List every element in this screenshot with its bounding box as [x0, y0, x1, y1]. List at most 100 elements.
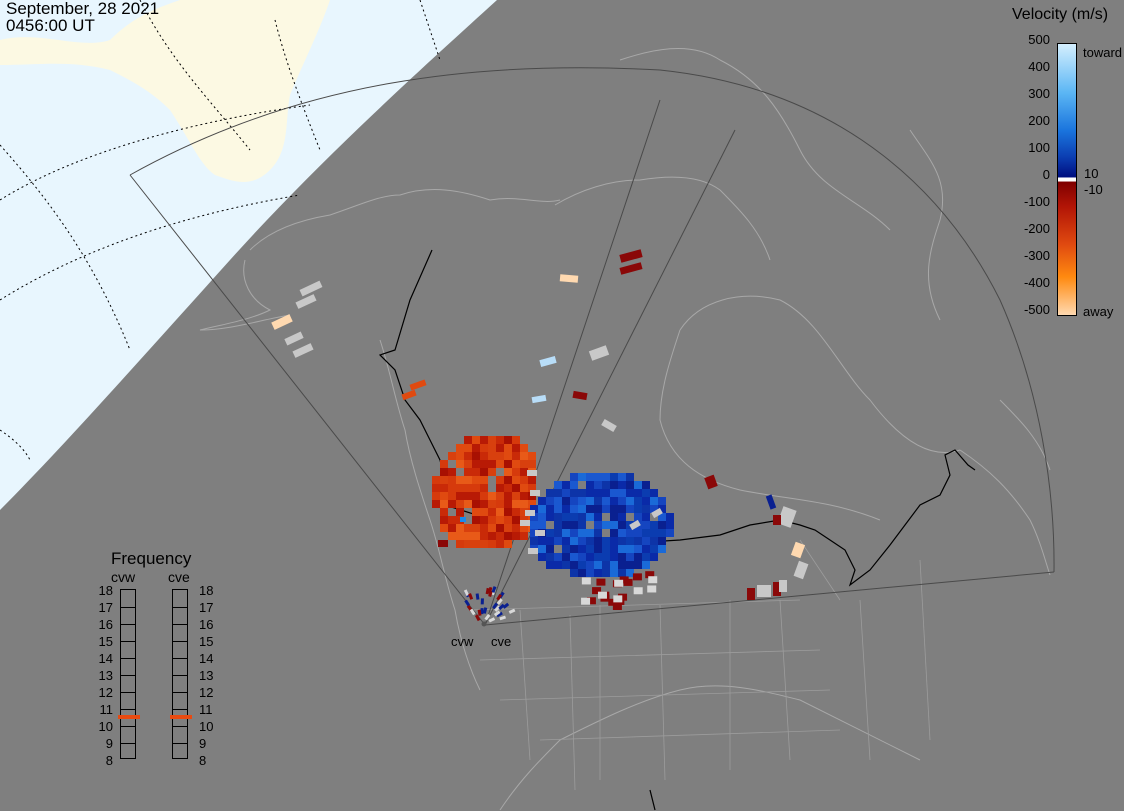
scatter-cell: [570, 553, 578, 561]
frequency-gridline: [121, 709, 135, 710]
scatter-cell: [626, 553, 634, 561]
scatter-cell: [530, 529, 538, 537]
scatter-cell: [508, 608, 516, 614]
scatter-cell: [618, 545, 626, 553]
scatter-cell: [594, 505, 602, 513]
scatter-cell: [488, 468, 496, 476]
scatter-cell: [602, 561, 610, 569]
scatter-cell: [642, 481, 650, 489]
scatter-cell: [602, 545, 610, 553]
scatter-cell: [650, 505, 658, 513]
scatter-cell: [512, 516, 520, 524]
scatter-cell: [496, 476, 504, 484]
scatter-cell: [448, 492, 456, 500]
scatter-cell: [480, 540, 488, 548]
scatter-cell: [586, 497, 594, 505]
scatter-cell: [480, 516, 488, 524]
scatter-cell: [610, 473, 618, 481]
scatter-cell: [520, 492, 528, 500]
scatter-cell: [572, 390, 588, 401]
scatter-cell: [488, 524, 496, 532]
scatter-cell: [658, 529, 666, 537]
scatter-cell: [578, 545, 586, 553]
scatter-cell: [602, 497, 610, 505]
scatter-cell: [538, 521, 546, 529]
scatter-cell: [554, 497, 562, 505]
scatter-cell: [610, 529, 618, 537]
scatter-cell: [757, 585, 771, 597]
scatter-cell: [538, 545, 546, 553]
scatter-cell: [528, 484, 536, 492]
scatter-cell: [464, 532, 472, 540]
scatter-cell: [546, 513, 554, 521]
scatter-cell: [554, 537, 562, 545]
scatter-cell: [790, 541, 806, 559]
scatter-cell: [504, 452, 512, 460]
scatter-cell: [610, 505, 618, 513]
scatter-cell: [496, 492, 504, 500]
scatter-cell: [456, 532, 464, 540]
frequency-gridline: [121, 743, 135, 744]
scatter-cell: [650, 529, 658, 537]
scatter-cell: [562, 545, 570, 553]
scatter-cell: [554, 505, 562, 513]
scatter-cell: [480, 436, 488, 444]
toward-label: toward: [1083, 45, 1123, 60]
scatter-cell: [474, 614, 481, 622]
scatter-cell: [586, 597, 596, 605]
scatter-cell: [448, 524, 456, 532]
scatter-cell: [477, 609, 482, 616]
scatter-cell: [618, 505, 626, 513]
scatter-cell: [432, 492, 440, 500]
velocity-tick-label: 400: [1028, 59, 1050, 74]
scatter-cell: [456, 444, 464, 452]
neg-threshold-label: -10: [1084, 182, 1103, 197]
scatter-cell: [472, 492, 480, 500]
radar-site-marker: [481, 621, 487, 627]
scatter-cell: [464, 524, 472, 532]
scatter-cell: [594, 481, 602, 489]
frequency-scale-label: 11: [199, 702, 213, 717]
scatter-cell: [480, 468, 488, 476]
scatter-cell: [488, 436, 496, 444]
scatter-cell: [530, 505, 538, 513]
scatter-cell: [578, 473, 586, 481]
scatter-cell: [610, 481, 618, 489]
scatter-cell: [472, 460, 480, 468]
scatter-cell: [642, 497, 650, 505]
scatter-cell: [456, 460, 464, 468]
scatter-cell: [626, 545, 634, 553]
frequency-scale-label: 14: [199, 651, 214, 666]
scatter-cell: [496, 540, 504, 548]
frequency-gridline: [121, 692, 135, 693]
scatter-cell: [512, 468, 520, 476]
scatter-cell: [527, 470, 537, 476]
frequency-scale-label: 16: [98, 617, 113, 632]
scatter-cell: [588, 345, 610, 361]
scatter-cell: [438, 540, 448, 547]
velocity-tick-label: 500: [1028, 32, 1050, 47]
scatter-cell: [464, 460, 472, 468]
scatter-cell: [499, 615, 507, 621]
scatter-cell: [482, 607, 488, 614]
scatter-cell: [520, 500, 528, 508]
scatter-cell: [594, 529, 602, 537]
scatter-cell: [292, 343, 314, 358]
scatter-cell: [456, 484, 464, 492]
scatter-cell: [504, 532, 512, 540]
scatter-cell: [594, 553, 602, 561]
scatter-cell: [626, 569, 634, 577]
scatter-cell: [554, 521, 562, 529]
scatter-cell: [570, 537, 578, 545]
frequency-scale-label: 16: [199, 617, 214, 632]
frequency-scale-label: 9: [199, 736, 207, 751]
scatter-cell: [779, 580, 787, 592]
time-label: 0456:00 UT: [6, 16, 95, 35]
scatter-cell: [456, 492, 464, 500]
scatter-cell: [586, 561, 594, 569]
scatter-cell: [586, 513, 594, 521]
scatter-cell: [440, 492, 448, 500]
scatter-cell: [546, 561, 554, 569]
scatter-cell: [464, 492, 472, 500]
scatter-cell: [650, 537, 658, 545]
